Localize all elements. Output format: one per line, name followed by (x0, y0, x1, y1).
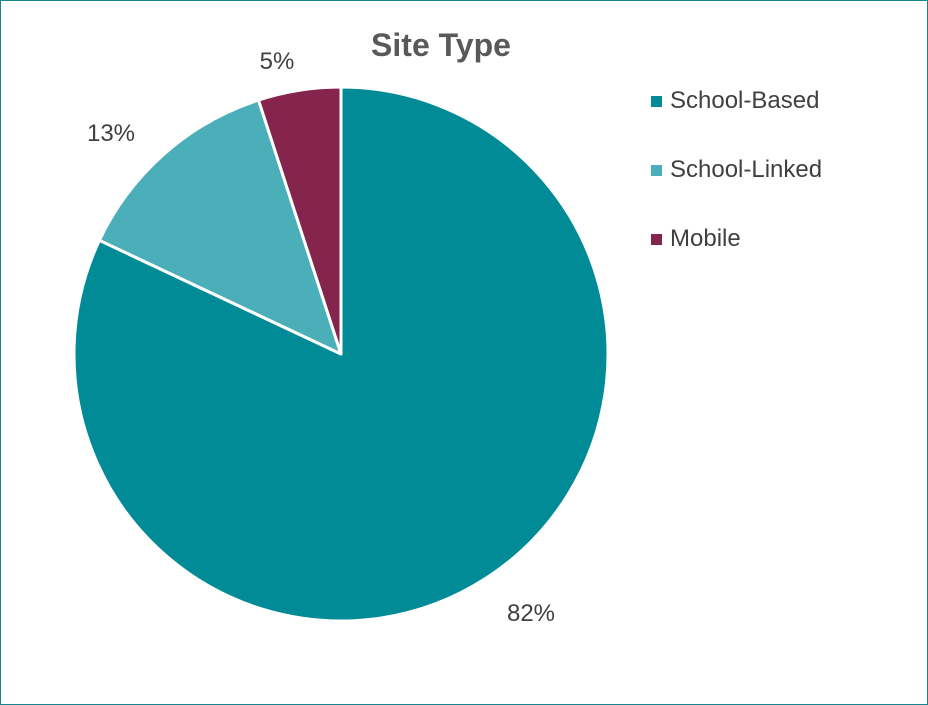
data-label-mobile: 5% (260, 48, 295, 75)
legend-label-school-based: School-Based (670, 87, 820, 114)
pie-slice-mobile (256, 85, 343, 356)
data-label-school-linked: 13% (87, 120, 135, 147)
pie-slice-school-linked (97, 98, 343, 356)
legend-item-mobile: Mobile (651, 223, 822, 255)
legend-item-school-based: School-Based (651, 85, 822, 117)
legend: School-Based School-Linked Mobile (651, 85, 822, 292)
data-label-school-based: 82% (507, 600, 555, 627)
legend-item-school-linked: School-Linked (651, 154, 822, 186)
legend-label-mobile: Mobile (670, 225, 741, 252)
legend-swatch-mobile (651, 233, 662, 245)
chart-title: Site Type (371, 27, 511, 63)
legend-label-school-linked: School-Linked (670, 156, 823, 183)
legend-swatch-school-based (651, 95, 662, 107)
legend-swatch-school-linked (651, 164, 662, 176)
